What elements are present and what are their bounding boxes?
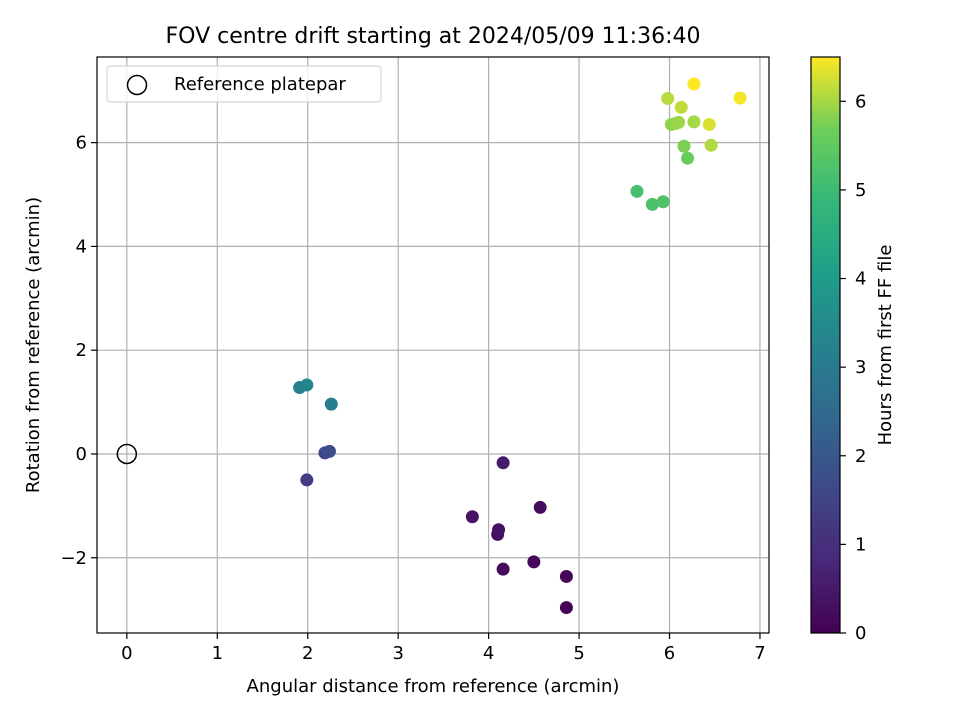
y-tick-label: −2	[60, 548, 87, 569]
data-point	[677, 139, 691, 153]
data-point	[559, 569, 573, 583]
grid-lines	[97, 57, 769, 633]
data-point	[656, 195, 670, 209]
data-point	[681, 151, 695, 165]
data-point	[465, 510, 479, 524]
data-point	[645, 197, 659, 211]
y-tick-label: 0	[76, 444, 87, 465]
y-axis-label: Rotation from reference (arcmin)	[23, 197, 44, 493]
colorbar-tick-label: 1	[855, 534, 866, 555]
reference-platepar-marker	[116, 443, 138, 465]
data-point	[733, 91, 747, 105]
reference-marker-group	[116, 443, 138, 465]
colorbar-tick-label: 5	[855, 180, 866, 201]
colorbar-ticks: 0 1 2 3 4 5 6	[840, 91, 866, 644]
chart-title: FOV centre drift starting at 2024/05/09 …	[166, 24, 701, 49]
legend-reference-marker	[126, 74, 148, 96]
x-axis-label: Angular distance from reference (arcmin)	[247, 676, 620, 697]
data-point	[496, 562, 510, 576]
data-point	[687, 115, 701, 129]
x-tick-label: 6	[664, 643, 675, 664]
legend: Reference platepar	[106, 65, 382, 103]
colorbar-tick-label: 6	[855, 91, 866, 112]
data-point	[324, 397, 338, 411]
x-axis-ticks: 0 1 2 3 4 5 6 7	[121, 633, 766, 664]
data-point	[661, 92, 675, 106]
legend-box	[106, 65, 382, 103]
data-point	[300, 378, 314, 392]
data-point	[630, 184, 644, 198]
x-tick-label: 0	[121, 643, 132, 664]
plot-frame	[96, 56, 770, 634]
data-point	[559, 601, 573, 615]
data-point	[322, 444, 336, 458]
colorbar-tick-label: 2	[855, 446, 866, 467]
y-tick-label: 2	[76, 340, 87, 361]
x-tick-label: 7	[754, 643, 765, 664]
data-point	[702, 117, 716, 131]
data-point	[687, 77, 701, 91]
data-point	[704, 138, 718, 152]
x-tick-label: 5	[573, 643, 584, 664]
x-tick-label: 4	[483, 643, 494, 664]
data-point	[533, 500, 547, 514]
x-tick-label: 1	[212, 643, 223, 664]
data-point	[496, 456, 510, 470]
data-point	[527, 555, 541, 569]
colorbar-gradient	[810, 56, 841, 634]
colorbar-tick-label: 3	[855, 357, 866, 378]
x-tick-label: 3	[392, 643, 403, 664]
data-point	[492, 523, 506, 537]
y-tick-label: 4	[76, 236, 87, 257]
colorbar-tick-label: 0	[855, 623, 866, 644]
data-point	[672, 115, 686, 129]
y-axis-ticks: −2 0 2 4 6	[60, 133, 97, 569]
data-point	[674, 100, 688, 114]
data-points	[293, 77, 747, 615]
colorbar-label: Hours from first FF file	[875, 245, 896, 446]
colorbar-tick-label: 4	[855, 269, 866, 290]
colorbar: 0 1 2 3 4 5 6 Hours from first FF file	[810, 56, 896, 644]
x-tick-label: 2	[302, 643, 313, 664]
data-point	[300, 473, 314, 487]
y-tick-label: 6	[76, 133, 87, 154]
legend-label: Reference platepar	[174, 74, 346, 95]
